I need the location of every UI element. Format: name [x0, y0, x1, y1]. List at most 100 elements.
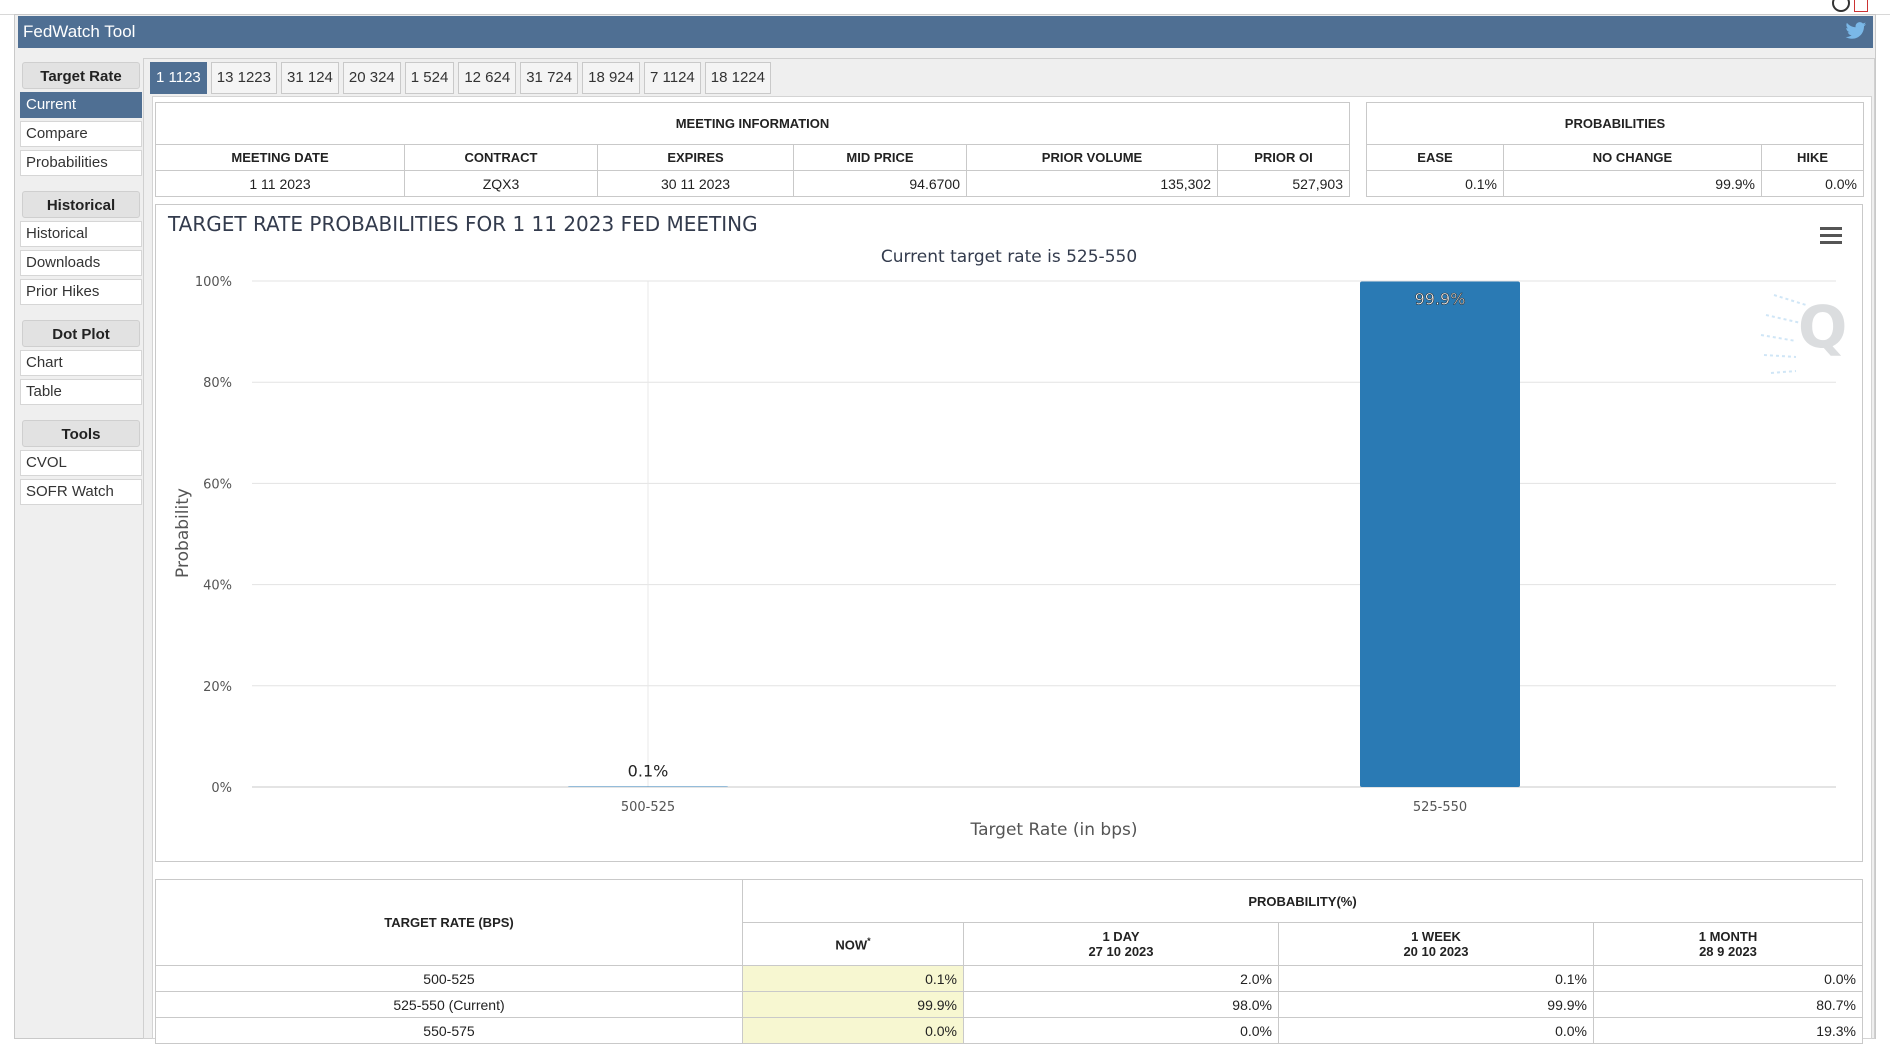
- y-tick-label: 60%: [203, 477, 232, 492]
- ease-cell: 0.1%: [1366, 170, 1504, 197]
- col-header: MEETING DATE: [155, 144, 405, 171]
- one-day-cell: 98.0%: [963, 991, 1279, 1018]
- y-tick-label: 40%: [203, 579, 232, 594]
- tab-meeting[interactable]: 1 1123: [150, 62, 207, 94]
- sidebar-item-table[interactable]: Table: [20, 379, 142, 405]
- y-tick-label: 20%: [203, 680, 232, 695]
- now-cell: 0.1%: [742, 965, 964, 992]
- sidebar-item-prior-hikes[interactable]: Prior Hikes: [20, 279, 142, 305]
- sidebar-item-cvol[interactable]: CVOL: [20, 450, 142, 476]
- col-header: HIKE: [1761, 144, 1864, 171]
- one-week-cell: 99.9%: [1278, 991, 1594, 1018]
- app-title: FedWatch Tool: [23, 22, 136, 41]
- bar-500-525[interactable]: [568, 786, 728, 787]
- sidebar-item-downloads[interactable]: Downloads: [20, 250, 142, 276]
- now-cell: 99.9%: [742, 991, 964, 1018]
- svg-text:Q: Q: [1798, 293, 1847, 361]
- target-rate-probability-table: TARGET RATE (BPS) PROBABILITY(%) NOW* 1 …: [155, 879, 1863, 1044]
- sidebar-item-sofr-watch[interactable]: SOFR Watch: [20, 479, 142, 505]
- browser-top-strip: [0, 0, 1890, 15]
- sidebar-item-historical[interactable]: Historical: [20, 221, 142, 247]
- sidebar-item-current[interactable]: Current: [20, 92, 142, 118]
- col-header: NO CHANGE: [1503, 144, 1762, 171]
- rate-cell: 550-575: [155, 1017, 743, 1044]
- data-label: 0.1%: [628, 761, 669, 780]
- x-tick-label: 500-525: [621, 800, 675, 815]
- table-row: 525-550 (Current) 99.9% 98.0% 99.9% 80.7…: [155, 991, 1863, 1018]
- col-header-1-day: 1 DAY 27 10 2023: [963, 922, 1279, 966]
- now-cell: 0.0%: [742, 1017, 964, 1044]
- table-row: 500-525 0.1% 2.0% 0.1% 0.0%: [155, 965, 1863, 992]
- chart-container: TARGET RATE PROBABILITIES FOR 1 11 2023 …: [155, 204, 1863, 862]
- one-month-cell: 80.7%: [1593, 991, 1863, 1018]
- one-day-cell: 0.0%: [963, 1017, 1279, 1044]
- col-header-now: NOW*: [742, 922, 964, 966]
- one-day-cell: 2.0%: [963, 965, 1279, 992]
- meeting-info-title: MEETING INFORMATION: [155, 102, 1350, 145]
- one-week-cell: 0.0%: [1278, 1017, 1594, 1044]
- col-header: CONTRACT: [404, 144, 598, 171]
- pdf-icon[interactable]: [1854, 0, 1868, 12]
- col-header-1-month: 1 MONTH 28 9 2023: [1593, 922, 1863, 966]
- col-header-1-week: 1 WEEK 20 10 2023: [1278, 922, 1594, 966]
- meeting-info-table: MEETING INFORMATION MEETING DATE CONTRAC…: [155, 102, 1350, 197]
- watermark-logo-icon: Q: [1760, 293, 1847, 374]
- tab-meeting[interactable]: 1 524: [404, 62, 455, 94]
- chart-subtitle: Current target rate is 525-550: [881, 247, 1137, 267]
- twitter-icon[interactable]: [1845, 21, 1867, 41]
- title-bar: FedWatch Tool: [18, 16, 1873, 48]
- x-tick-label: 525-550: [1413, 800, 1467, 815]
- probability-header: PROBABILITY(%): [742, 879, 1863, 923]
- sidebar-heading-dot-plot: Dot Plot: [22, 320, 140, 347]
- tab-meeting[interactable]: 20 324: [342, 62, 401, 94]
- sidebar-nav: Target Rate Current Compare Probabilitie…: [20, 62, 142, 505]
- probability-bar-chart: TARGET RATE PROBABILITIES FOR 1 11 2023 …: [167, 212, 1847, 840]
- y-axis-title: Probability: [173, 488, 193, 578]
- y-tick-label: 100%: [195, 275, 232, 290]
- mid-price-cell: 94.6700: [793, 170, 967, 197]
- one-month-cell: 19.3%: [1593, 1017, 1863, 1044]
- sidebar-heading-historical: Historical: [22, 191, 140, 218]
- meeting-date-cell: 1 11 2023: [155, 170, 405, 197]
- chart-menu-icon[interactable]: [1820, 227, 1842, 244]
- probabilities-table: PROBABILITIES EASE NO CHANGE HIKE 0.1% 9…: [1366, 102, 1864, 197]
- target-rate-header: TARGET RATE (BPS): [155, 879, 743, 966]
- tab-meeting[interactable]: 7 1124: [644, 62, 701, 94]
- tab-meeting[interactable]: 31 124: [281, 62, 339, 94]
- sidebar-heading-target-rate: Target Rate: [22, 62, 140, 89]
- one-month-cell: 0.0%: [1593, 965, 1863, 992]
- tab-meeting[interactable]: 13 1223: [210, 62, 277, 94]
- col-header: PRIOR OI: [1217, 144, 1350, 171]
- col-header: MID PRICE: [793, 144, 967, 171]
- sidebar-heading-tools: Tools: [22, 420, 140, 447]
- chart-title: TARGET RATE PROBABILITIES FOR 1 11 2023 …: [167, 212, 758, 236]
- table-row: 550-575 0.0% 0.0% 0.0% 19.3%: [155, 1017, 1863, 1044]
- data-label: 99.9%: [1415, 290, 1466, 309]
- col-header: EASE: [1366, 144, 1504, 171]
- sidebar-item-compare[interactable]: Compare: [20, 121, 142, 147]
- tab-meeting[interactable]: 18 924: [582, 62, 640, 94]
- one-week-cell: 0.1%: [1278, 965, 1594, 992]
- meeting-tabs: 1 1123 13 1223 31 124 20 324 1 524 12 62…: [150, 62, 771, 94]
- col-header: EXPIRES: [597, 144, 794, 171]
- tab-meeting[interactable]: 31 724: [520, 62, 579, 94]
- prior-oi-cell: 527,903: [1217, 170, 1350, 197]
- sidebar-item-probabilities[interactable]: Probabilities: [20, 150, 142, 176]
- y-tick-label: 0%: [211, 781, 232, 796]
- rate-cell: 500-525: [155, 965, 743, 992]
- expires-cell: 30 11 2023: [597, 170, 794, 197]
- col-header: PRIOR VOLUME: [966, 144, 1218, 171]
- x-axis-title: Target Rate (in bps): [970, 820, 1138, 840]
- tab-meeting[interactable]: 18 1224: [704, 62, 771, 94]
- rate-cell: 525-550 (Current): [155, 991, 743, 1018]
- tab-meeting[interactable]: 12 624: [458, 62, 517, 94]
- refresh-icon[interactable]: [1832, 0, 1850, 12]
- bar-525-550[interactable]: [1360, 281, 1520, 787]
- no-change-cell: 99.9%: [1503, 170, 1762, 197]
- probabilities-title: PROBABILITIES: [1366, 102, 1864, 145]
- hike-cell: 0.0%: [1761, 170, 1864, 197]
- contract-cell: ZQX3: [404, 170, 598, 197]
- sidebar-item-chart[interactable]: Chart: [20, 350, 142, 376]
- prior-volume-cell: 135,302: [966, 170, 1218, 197]
- y-tick-label: 80%: [203, 376, 232, 391]
